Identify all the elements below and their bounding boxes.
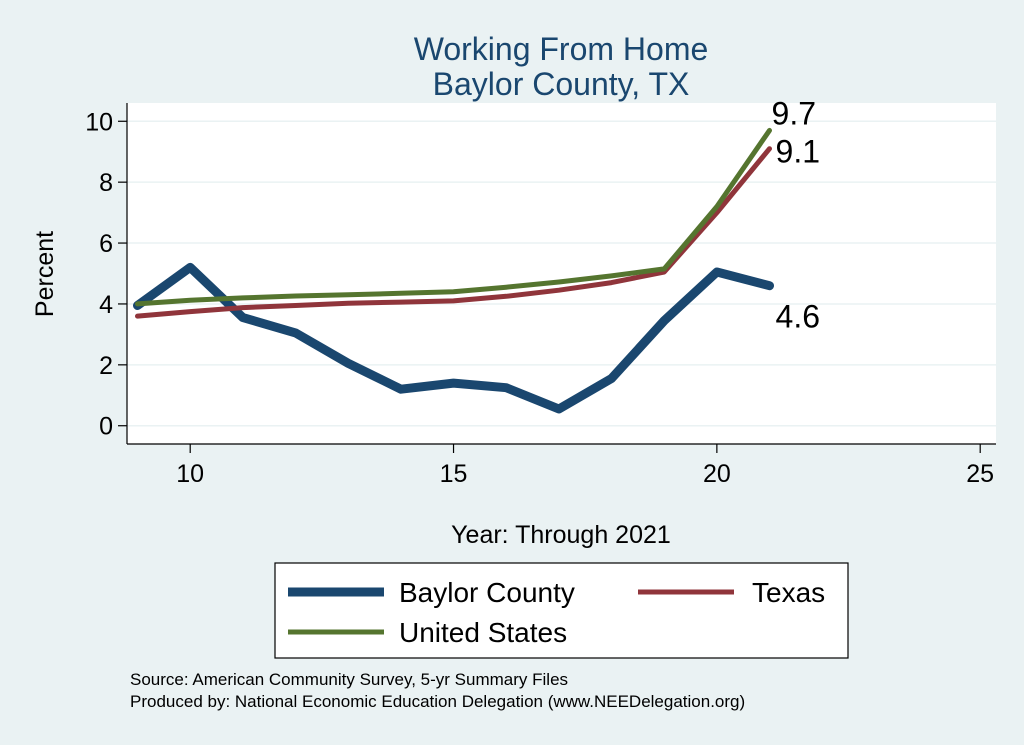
plot-area [127, 103, 996, 444]
source-note: Source: American Community Survey, 5-yr … [130, 670, 568, 689]
y-axis-title: Percent [31, 231, 59, 317]
x-axis-ticks: 10 15 20 25 [176, 444, 994, 488]
x-tick-label: 25 [966, 460, 994, 488]
end-label-baylor-county: 4.6 [776, 299, 820, 335]
y-tick-label: 8 [99, 169, 113, 197]
y-tick-label: 6 [99, 230, 113, 258]
x-axis-title: Year: Through 2021 [451, 521, 671, 549]
legend-label-united-states: United States [399, 617, 567, 648]
produced-by-note: Produced by: National Economic Education… [130, 692, 745, 711]
x-tick-label: 20 [703, 460, 731, 488]
x-tick-label: 10 [176, 460, 204, 488]
end-label-united-states: 9.7 [772, 95, 816, 131]
chart-title-line-1: Working From Home [414, 31, 709, 67]
series-line-baylor-county [133, 262, 774, 414]
y-tick-label: 0 [99, 413, 113, 441]
y-tick-label: 2 [99, 352, 113, 380]
y-axis-ticks: 0 2 4 6 8 10 [85, 108, 127, 441]
x-tick-label: 15 [440, 460, 468, 488]
chart-title-line-2: Baylor County, TX [433, 66, 690, 102]
end-label-texas: 9.1 [776, 134, 820, 170]
end-labels: 4.6 9.19.7 [772, 95, 820, 334]
legend-label-texas: Texas [752, 577, 825, 608]
series-lines [133, 127, 774, 414]
series-line-texas [135, 146, 772, 319]
series-line-united-states [135, 127, 772, 307]
y-tick-label: 10 [85, 108, 113, 136]
legend-label-baylor-county: Baylor County [399, 577, 575, 608]
legend-box [274, 562, 849, 659]
y-tick-label: 4 [99, 291, 113, 319]
legend: Baylor County Texas United States [274, 562, 849, 659]
